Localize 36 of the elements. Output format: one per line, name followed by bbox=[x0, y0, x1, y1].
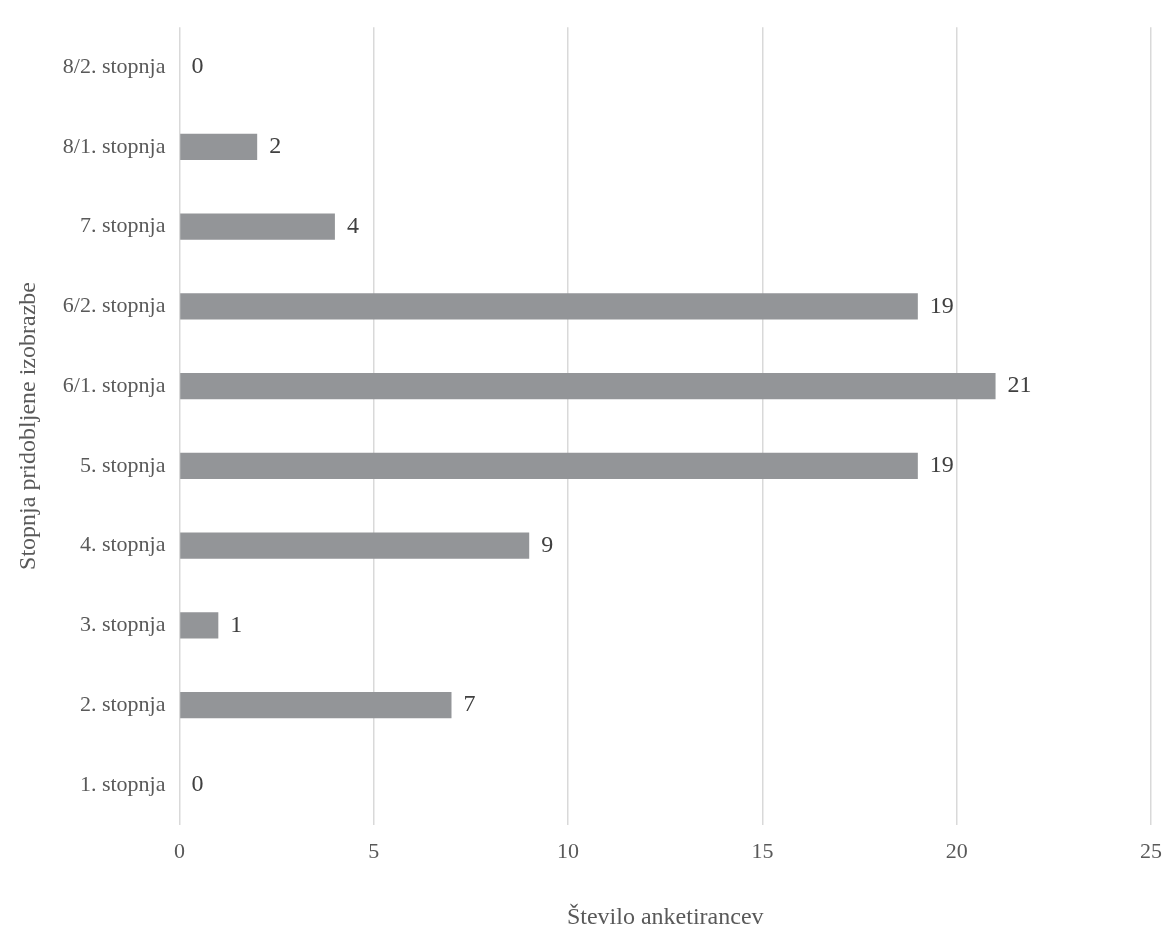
y-tick-label: 5. stopnja bbox=[79, 451, 166, 477]
data-label: 0 bbox=[191, 770, 204, 797]
bar bbox=[180, 532, 530, 559]
x-tick-label: 15 bbox=[751, 837, 774, 863]
data-label: 1 bbox=[230, 610, 243, 637]
bar bbox=[180, 133, 258, 160]
x-tick-label: 25 bbox=[1140, 837, 1162, 863]
y-tick-label: 6/1. stopnja bbox=[62, 371, 166, 397]
data-label: 4 bbox=[346, 211, 359, 238]
x-tick-label: 10 bbox=[557, 837, 580, 863]
x-axis-title: Število anketirancev bbox=[566, 902, 764, 929]
data-label: 19 bbox=[929, 451, 954, 478]
data-label: 21 bbox=[1007, 371, 1032, 398]
y-tick-label: 7. stopnja bbox=[79, 212, 166, 238]
data-label: 0 bbox=[191, 52, 204, 79]
bar bbox=[180, 372, 996, 400]
x-tick-label: 5 bbox=[368, 837, 380, 863]
y-tick-label: 3. stopnja bbox=[79, 611, 166, 637]
x-tick-label: 20 bbox=[945, 837, 968, 863]
bar bbox=[180, 452, 918, 480]
data-label: 19 bbox=[929, 291, 954, 318]
bar bbox=[180, 612, 219, 639]
y-tick-label: 8/1. stopnja bbox=[62, 132, 166, 158]
y-axis-title: Stopnja pridobljene izobrazbe bbox=[13, 282, 40, 570]
y-tick-label: 2. stopnja bbox=[79, 690, 166, 716]
bar bbox=[180, 293, 918, 320]
y-tick-label: 8/2. stopnja bbox=[62, 52, 166, 78]
data-label: 9 bbox=[541, 530, 554, 557]
y-tick-label: 1. stopnja bbox=[79, 770, 166, 796]
data-label: 7 bbox=[463, 690, 476, 717]
data-label: 2 bbox=[269, 132, 282, 159]
bar bbox=[180, 213, 335, 240]
x-tick-label: 0 bbox=[173, 837, 185, 863]
y-tick-label: 6/2. stopnja bbox=[62, 292, 166, 318]
bar bbox=[180, 692, 452, 719]
y-tick-label: 4. stopnja bbox=[79, 531, 166, 557]
